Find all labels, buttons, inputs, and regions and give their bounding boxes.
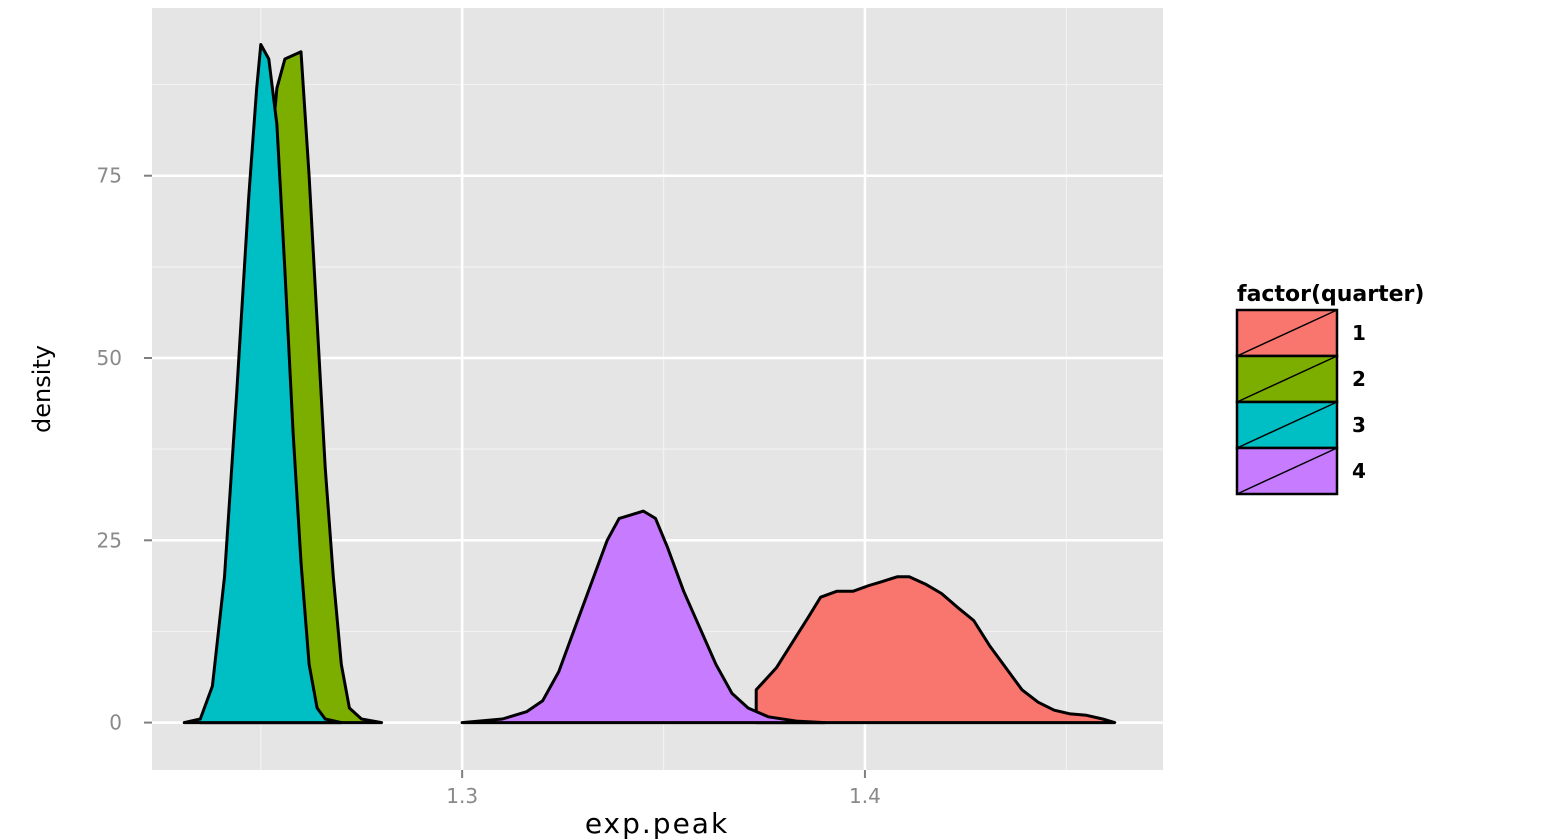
y-tick-label: 75: [97, 164, 122, 188]
y-axis-title: density: [28, 345, 56, 433]
y-tick-label: 50: [97, 346, 122, 370]
legend-keys: 1 2 3 4: [1235, 308, 1366, 496]
density-area-quarter-4: [460, 509, 827, 725]
legend-label-quarter-3: 3: [1352, 413, 1366, 437]
x-axis: 1.3 1.4: [446, 770, 881, 808]
legend-label-quarter-1: 1: [1352, 321, 1366, 345]
y-axis: 0 25 50 75: [97, 164, 152, 735]
y-tick-label: 0: [109, 711, 122, 735]
x-tick-label: 1.3: [446, 784, 478, 808]
legend-key-diagonal: [1236, 401, 1338, 449]
legend-key-diagonal: [1236, 355, 1338, 403]
legend-label-quarter-2: 2: [1352, 367, 1366, 391]
x-axis-title: exp.peak: [585, 807, 729, 840]
density-series: [182, 43, 1117, 725]
legend-label-quarter-4: 4: [1352, 459, 1366, 483]
legend-title: factor(quarter): [1237, 282, 1424, 307]
legend-key-diagonal: [1236, 447, 1338, 495]
y-tick-label: 25: [97, 528, 122, 552]
x-tick-label: 1.4: [849, 784, 881, 808]
density-area-quarter-3: [182, 43, 343, 725]
legend: factor(quarter) 1 2 3 4: [1235, 282, 1424, 496]
legend-key-diagonal: [1236, 309, 1338, 357]
density-area-quarter-1: [754, 575, 1117, 725]
